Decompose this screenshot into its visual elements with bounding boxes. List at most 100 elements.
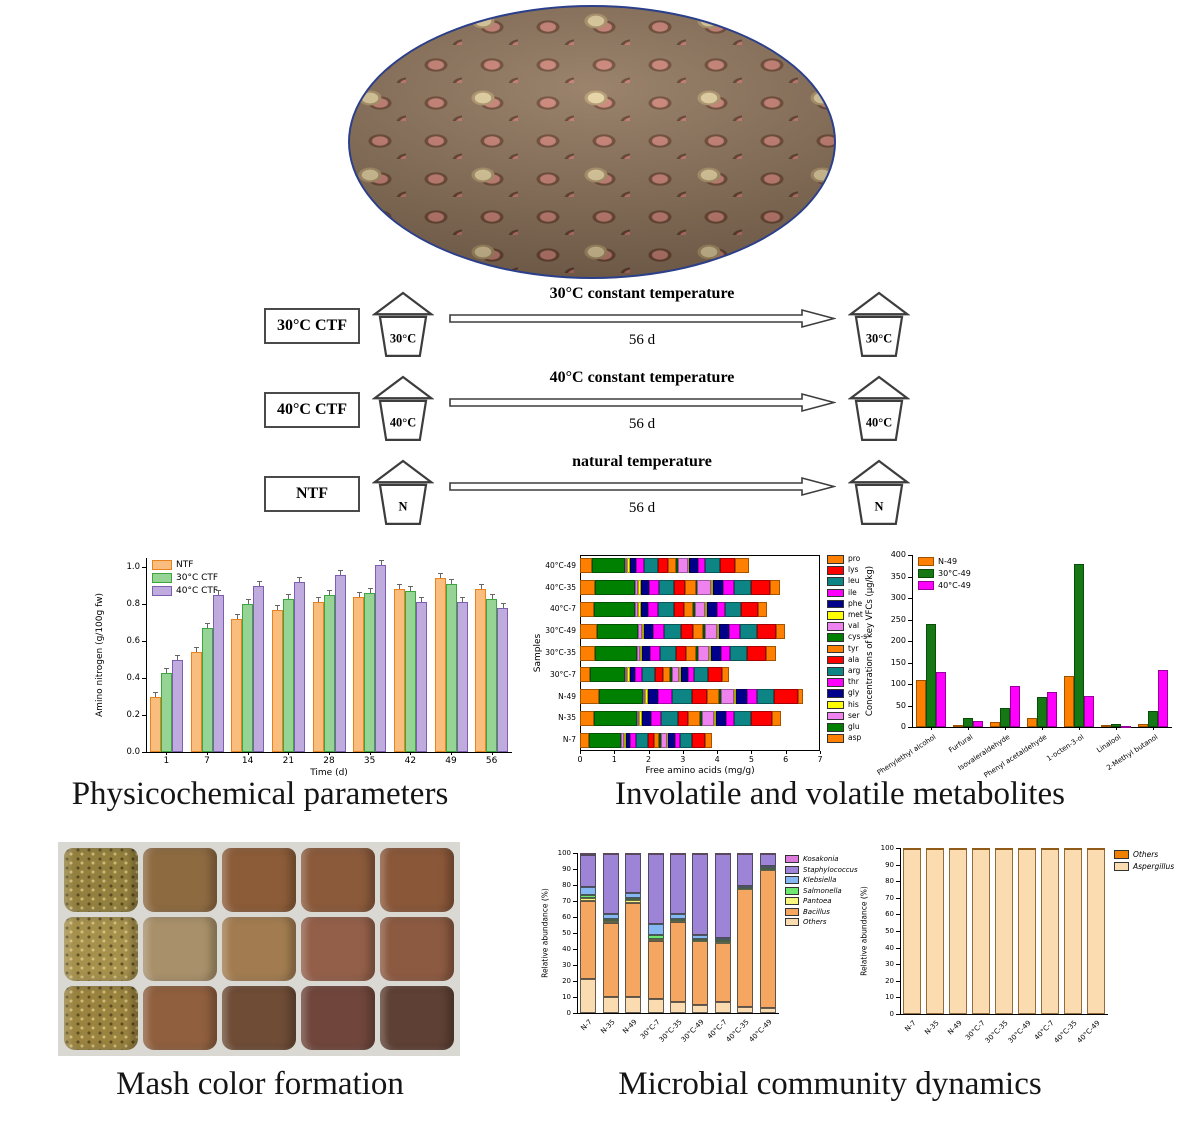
error-bar-cap: [338, 569, 343, 571]
legend-label: tyr: [848, 643, 859, 653]
bar: [323, 594, 335, 752]
error-bar: [502, 602, 504, 608]
bar-segment: [602, 853, 619, 855]
bar-segment: [692, 853, 709, 936]
flow-row-30c: 30°C CTF 30°C 30°C constant temperature …: [252, 284, 942, 364]
bar-segment: [662, 667, 670, 683]
y-tick-label: 150: [890, 657, 906, 667]
bar-segment: [734, 710, 752, 726]
y-tick-label: 0: [889, 1010, 894, 1018]
bar-segment: [948, 848, 967, 1014]
error-bar: [196, 647, 197, 653]
bar-segment: [692, 1005, 709, 1013]
bar-segment: [720, 645, 731, 661]
bar-segment: [737, 853, 754, 886]
bar-segment: [693, 667, 708, 683]
jar-end-label: N: [875, 500, 884, 514]
y-tick-label: 0: [566, 1009, 571, 1017]
y-tick: [142, 604, 146, 606]
bar-segment: [580, 897, 597, 901]
bar-segment: [925, 848, 944, 850]
condition-label-box: 40°C CTF: [264, 392, 360, 428]
bar-segment: [644, 623, 654, 639]
bar-segment: [625, 900, 642, 903]
bar: [393, 589, 405, 752]
bar-segment: [593, 601, 635, 617]
legend-swatch: [827, 599, 844, 609]
legend-label: N-49: [938, 557, 958, 566]
error-bar-cap: [460, 597, 465, 599]
error-bar: [166, 667, 168, 673]
error-bar-cap: [194, 647, 199, 649]
bar-segment: [705, 732, 712, 748]
bar-segment: [759, 869, 776, 1009]
legend-swatch: [785, 907, 799, 916]
y-tick-label: 40°C-7: [549, 604, 576, 614]
y-tick: [908, 598, 912, 599]
bar-segment: [670, 920, 686, 923]
y-tick: [908, 705, 912, 707]
bar: [1037, 696, 1047, 727]
bar-segment: [580, 580, 596, 596]
legend-label: gly: [848, 688, 860, 698]
bar-segment: [713, 580, 724, 596]
bar: [1009, 686, 1020, 727]
bar-segment: [733, 580, 751, 596]
x-tick-label: 7: [204, 756, 210, 766]
y-tick: [908, 555, 912, 556]
jar-end-icon: N: [848, 459, 910, 525]
bar-segment: [580, 689, 599, 705]
y-tick-label: 1.0: [126, 562, 140, 573]
mash-color-photo: [58, 842, 460, 1056]
mash-sample: [143, 848, 217, 912]
bar-segment: [995, 848, 1013, 850]
section-title-metabolites: Involatile and volatile metabolites: [615, 776, 1065, 812]
bar-segment: [697, 645, 709, 661]
error-bar-cap: [438, 573, 443, 575]
bar-segment: [670, 1001, 686, 1013]
mash-sample: [143, 917, 217, 981]
x-tick: [785, 751, 787, 754]
bar-segment: [759, 867, 776, 870]
mash-sample: [143, 986, 217, 1050]
bar-segment: [634, 601, 639, 617]
bar: [190, 652, 202, 752]
y-tick: [896, 931, 900, 932]
error-bar-cap: [316, 597, 321, 599]
bar: [375, 565, 387, 752]
x-tick-label: 56: [485, 756, 498, 766]
error-bar: [288, 593, 290, 599]
y-tick-label: N-35: [558, 713, 576, 723]
y-tick: [908, 662, 912, 664]
y-tick: [573, 981, 577, 982]
y-tick-label: 80: [562, 881, 571, 889]
bar-segment: [723, 580, 734, 596]
bar-segment: [692, 732, 706, 748]
jar-end-label: 40°C: [866, 416, 892, 430]
error-bar-cap: [378, 560, 384, 562]
y-tick-label: 70: [562, 897, 571, 905]
y-axis: [912, 555, 913, 727]
bar-segment: [664, 623, 682, 639]
error-bar-cap: [205, 623, 210, 625]
x-tick-label: 4: [714, 755, 720, 764]
bar-segment: [602, 913, 619, 920]
bar-segment: [670, 913, 686, 919]
arrow-caption: 40°C constant temperature: [549, 369, 735, 386]
bar-segment: [729, 623, 740, 639]
x-tick-label: 6: [783, 755, 789, 764]
y-tick-label: 30: [562, 961, 571, 969]
bar: [282, 598, 294, 752]
bar-segment: [995, 848, 1013, 1014]
legend-label: Klebsiella: [803, 876, 837, 884]
bar-segment: [660, 710, 679, 726]
y-tick: [896, 881, 900, 883]
legend-swatch: [152, 560, 172, 570]
legend-label: Bacillus: [803, 907, 830, 916]
y-tick-label: 40°C-49: [545, 560, 576, 570]
bar-segment: [714, 940, 731, 943]
bar-segment: [707, 601, 717, 617]
mash-sample: [301, 986, 375, 1050]
bar-segment: [798, 689, 804, 705]
x-tick: [967, 727, 969, 730]
